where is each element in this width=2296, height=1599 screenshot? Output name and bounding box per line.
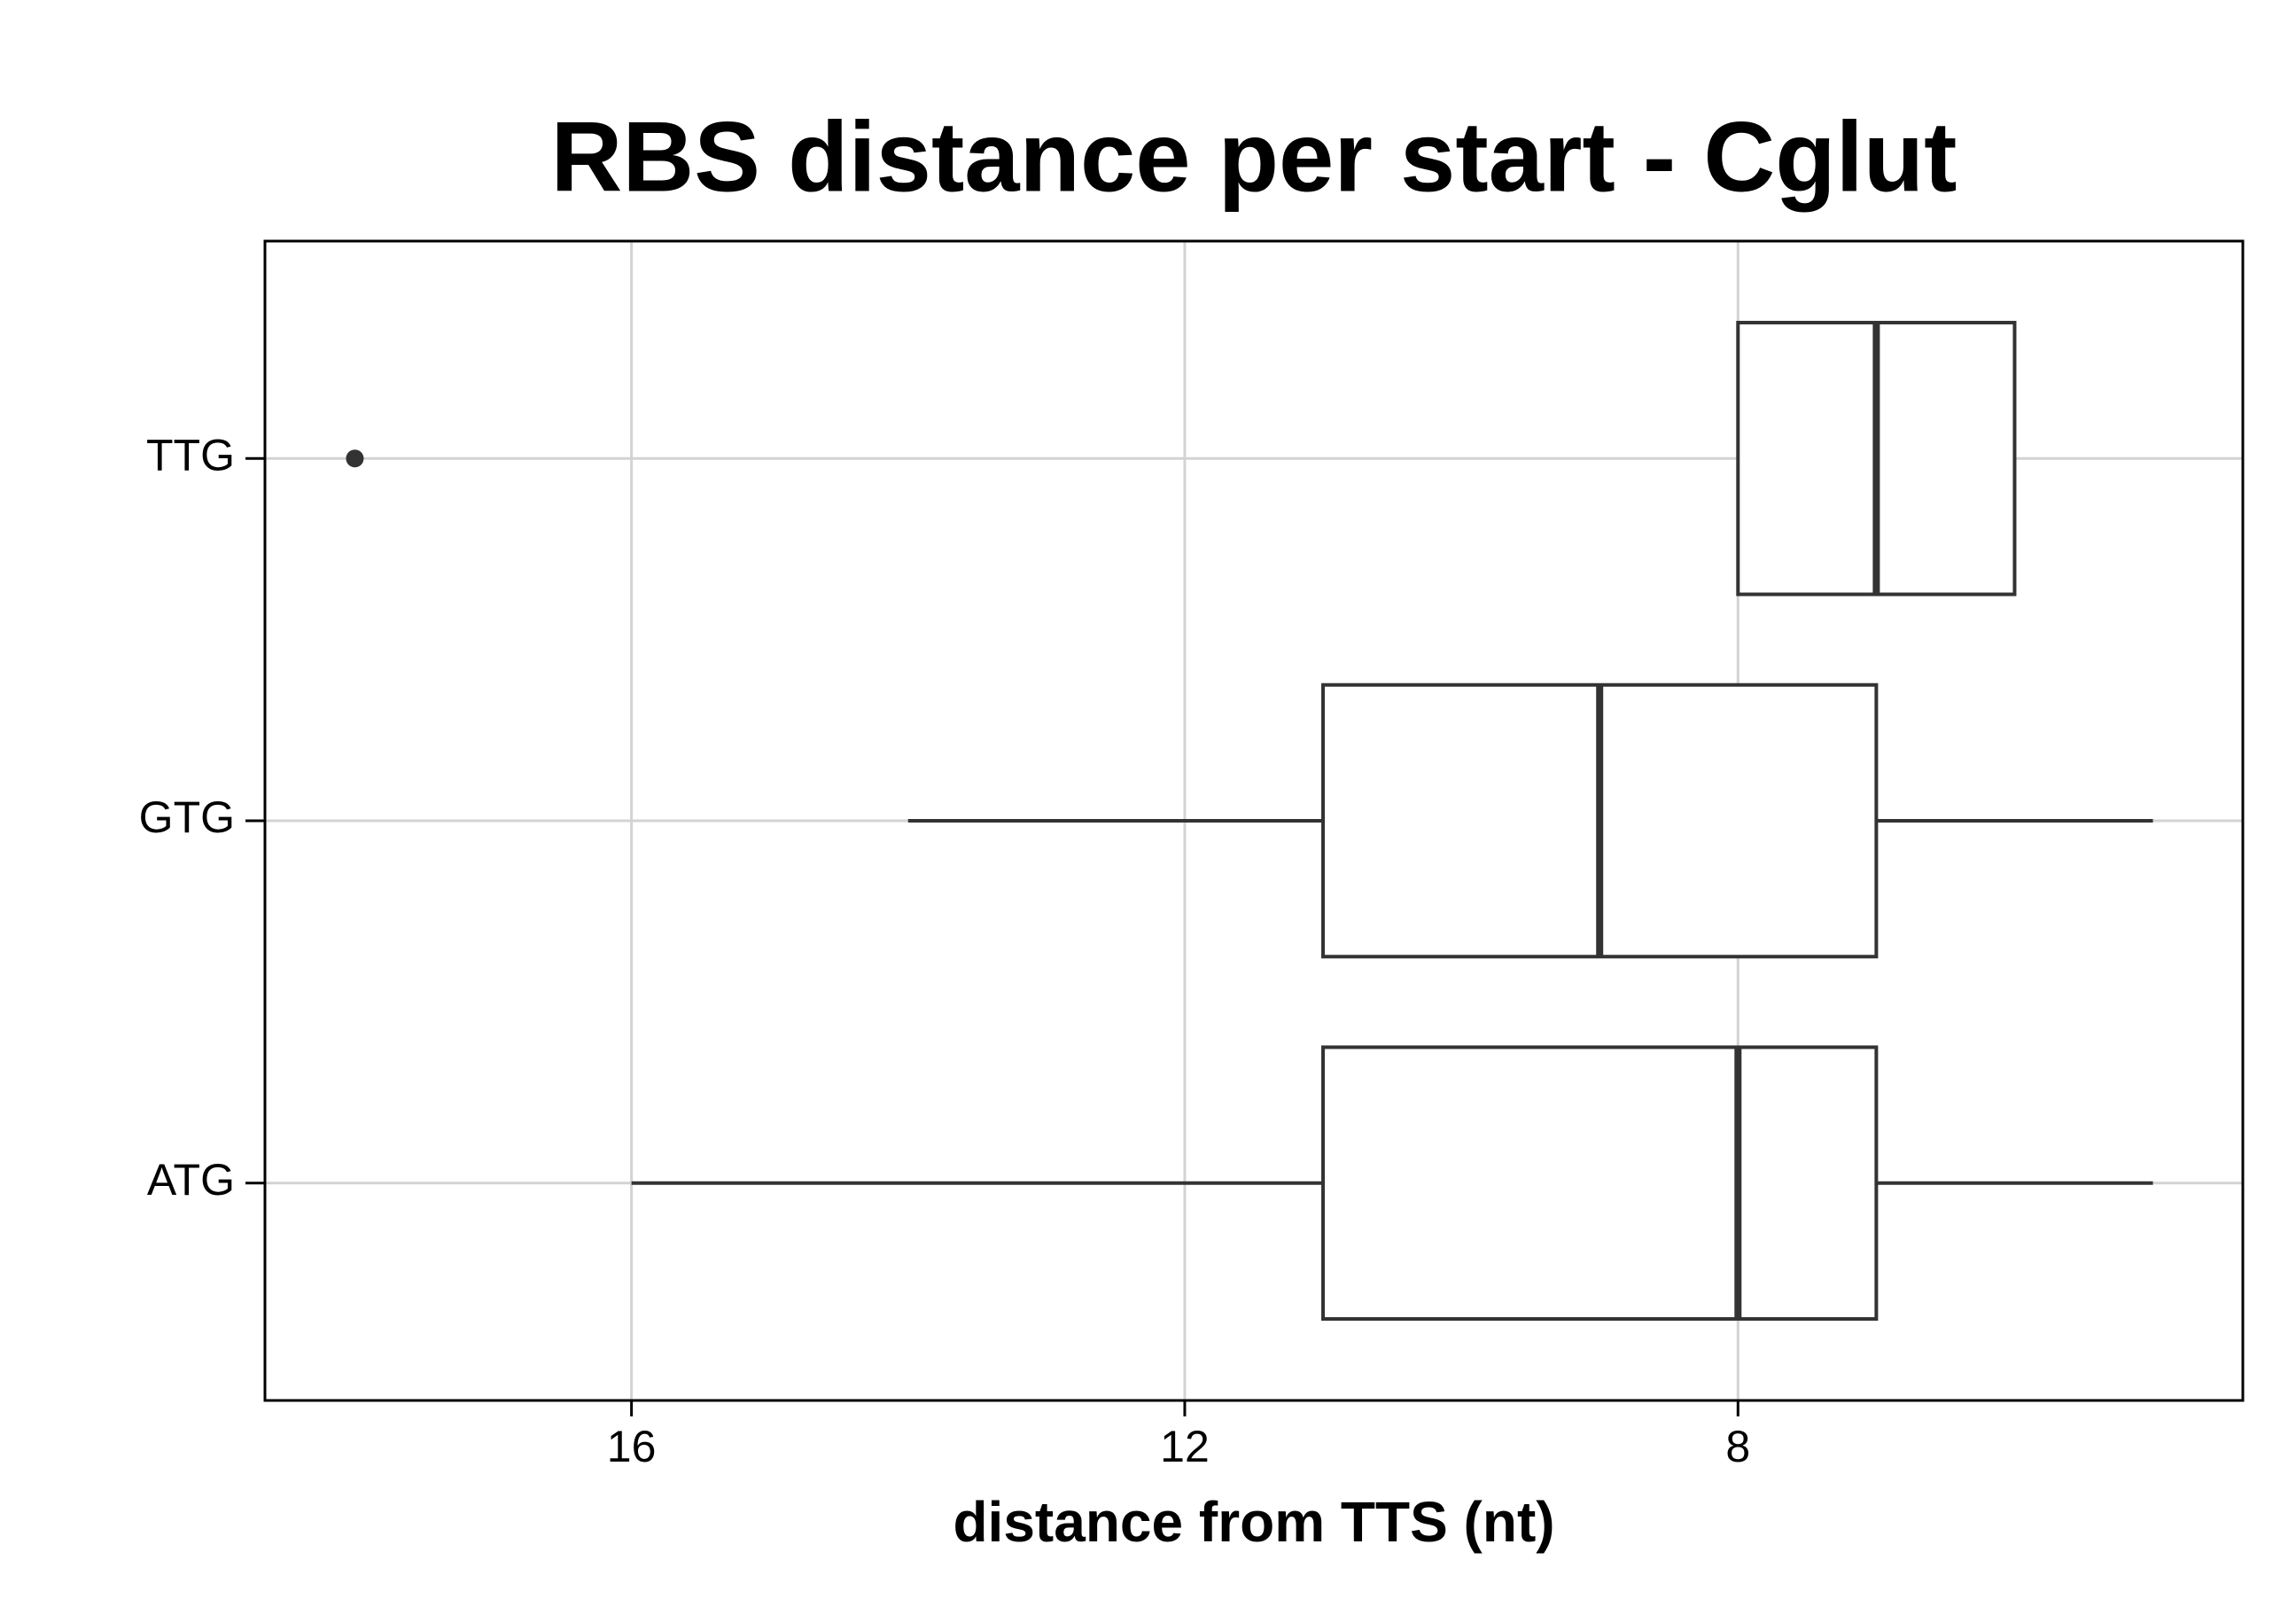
x-tick-label: 8 xyxy=(1725,1422,1750,1471)
x-tick-label: 12 xyxy=(1160,1422,1210,1471)
box xyxy=(1321,1045,1879,1322)
chart-title: RBS distance per start - Cglut xyxy=(551,102,1957,213)
outlier xyxy=(346,449,364,468)
y-tick-label: TTG xyxy=(146,430,235,480)
y-tick-label: GTG xyxy=(139,792,235,842)
y-tick-label: ATG xyxy=(147,1155,235,1205)
plot-border xyxy=(263,239,2245,1402)
x-axis-title: distance from TTS (nt) xyxy=(953,1490,1554,1554)
x-tick-label: 16 xyxy=(607,1422,657,1471)
